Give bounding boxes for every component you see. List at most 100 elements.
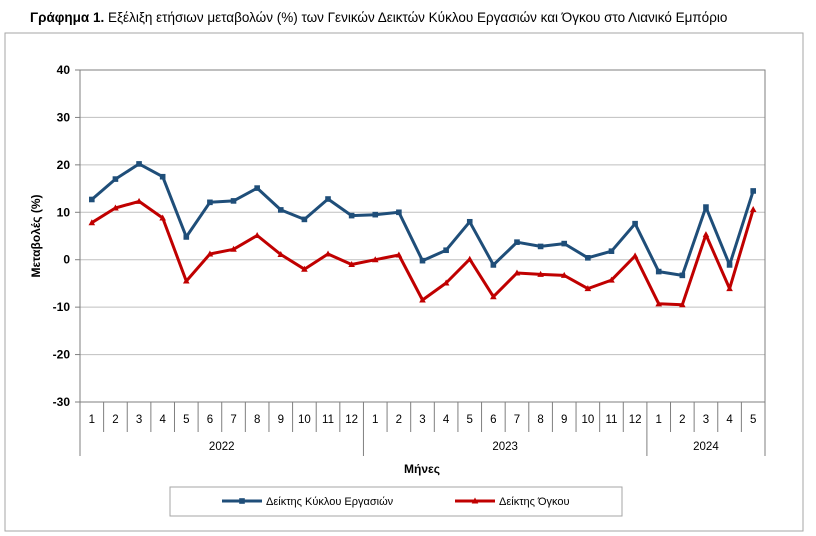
data-point — [325, 196, 331, 202]
x-tick-label: 8 — [254, 414, 260, 426]
data-point — [679, 301, 686, 308]
data-point — [560, 271, 568, 278]
data-point — [585, 255, 591, 261]
x-tick-label: 10 — [581, 414, 594, 426]
data-point — [537, 243, 544, 250]
x-tick-label: 1 — [372, 414, 378, 426]
data-point — [514, 239, 520, 245]
data-point — [159, 173, 166, 180]
x-tick-label: 9 — [561, 414, 567, 426]
data-point — [183, 234, 190, 240]
y-tick-label: 40 — [57, 63, 71, 77]
data-point — [584, 285, 592, 292]
x-tick-label: 6 — [207, 414, 213, 426]
legend-label: Δείκτης Όγκου — [499, 496, 570, 508]
x-tick-label: 10 — [298, 414, 311, 426]
x-tick-label: 1 — [89, 414, 95, 426]
data-point — [466, 218, 473, 225]
legend: Δείκτης Κύκλου Εργασιών Δείκτης Όγκου — [169, 486, 623, 517]
x-tick-label: 3 — [136, 414, 142, 426]
x-tick-label: 2 — [112, 414, 118, 426]
x-tick-label: 2 — [396, 414, 402, 426]
x-tick-label: 11 — [322, 414, 334, 426]
x-tick-label: 6 — [490, 414, 496, 426]
data-point — [277, 250, 285, 257]
data-point — [254, 185, 260, 191]
data-point — [679, 272, 686, 279]
data-point — [490, 293, 497, 300]
data-point — [490, 262, 497, 268]
legend-entry: Δείκτης Όγκου — [455, 496, 570, 508]
y-tick-label: 10 — [57, 205, 71, 219]
x-tick-label: 5 — [750, 414, 756, 426]
x-tick-label: 7 — [514, 414, 520, 426]
legend-label: Δείκτης Κύκλου Εργασιών — [266, 496, 394, 508]
x-tick-label: 11 — [605, 414, 617, 426]
data-point — [135, 197, 143, 204]
y-tick-label: -20 — [53, 348, 71, 362]
data-point — [230, 245, 237, 252]
data-point — [726, 262, 733, 268]
legend-entry: Δείκτης Κύκλου Εργασιών — [222, 496, 394, 508]
series-1 — [89, 161, 756, 279]
data-point — [324, 250, 332, 257]
year-label: 2024 — [693, 441, 719, 453]
x-tick-label: 9 — [278, 414, 284, 426]
series-2 — [88, 197, 757, 308]
y-tick-label: 20 — [57, 158, 71, 172]
x-tick-label: 2 — [679, 414, 685, 426]
x-tick-label: 8 — [537, 414, 543, 426]
x-tick-label: 12 — [629, 414, 642, 426]
y-tick-label: 30 — [57, 110, 71, 124]
data-point — [136, 161, 142, 167]
data-point — [395, 251, 403, 258]
x-tick-label: 5 — [467, 414, 473, 426]
data-point — [443, 247, 449, 254]
data-point — [207, 199, 213, 206]
x-tick-label: 3 — [419, 414, 425, 426]
chart-area-border — [4, 32, 804, 532]
data-point — [442, 279, 450, 286]
data-point — [159, 214, 166, 221]
x-tick-label: 4 — [443, 414, 450, 426]
data-point — [396, 209, 402, 216]
x-tick-label: 4 — [159, 414, 166, 426]
data-point — [537, 270, 544, 277]
data-point — [206, 250, 214, 257]
data-point — [112, 176, 119, 182]
data-point — [301, 216, 308, 223]
plot-area-border — [79, 69, 766, 403]
data-point — [89, 196, 95, 203]
chart-title-prefix: Γράφημα 1. — [30, 10, 105, 25]
data-point — [655, 300, 663, 307]
x-tick-label: 1 — [656, 414, 662, 426]
data-point — [88, 219, 96, 226]
data-point — [749, 205, 757, 212]
legend-marker — [239, 498, 245, 504]
data-point — [348, 212, 355, 219]
data-point — [655, 268, 662, 275]
data-point — [750, 188, 756, 194]
y-tick-label: 0 — [63, 253, 70, 267]
x-tick-label: 5 — [183, 414, 189, 426]
chart-title: Γράφημα 1. Εξέλιξη ετήσιων μεταβολών (%)… — [30, 10, 727, 25]
data-point — [277, 207, 284, 213]
data-point — [253, 232, 261, 239]
data-point — [632, 220, 638, 227]
y-axis-label: Μεταβολές (%) — [29, 194, 43, 277]
data-point — [561, 240, 568, 247]
data-point — [608, 248, 615, 254]
y-tick-label: -10 — [53, 300, 71, 314]
x-axis-label: Μήνες — [404, 462, 440, 476]
data-point — [301, 265, 308, 272]
y-tick-label: -30 — [53, 395, 71, 409]
x-tick-label: 3 — [703, 414, 709, 426]
data-point — [726, 285, 733, 292]
data-point — [466, 255, 474, 262]
data-point — [372, 211, 379, 218]
data-point — [371, 256, 379, 263]
y-axis-ticks: -30 -20 -10 0 10 20 30 40 — [53, 63, 80, 409]
data-point — [703, 204, 709, 210]
